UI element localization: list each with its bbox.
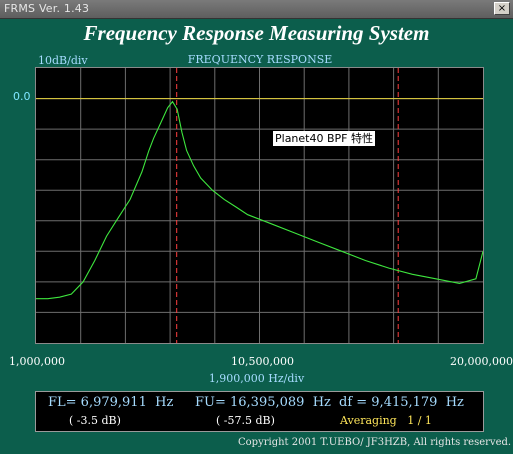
- fu-readout: FU= 16,395,089 Hz: [195, 395, 331, 410]
- response-trace: [36, 100, 483, 300]
- x-end-label: 20,000,000: [450, 355, 513, 368]
- fu-db-readout: ( -57.5 dB): [216, 414, 275, 427]
- close-button[interactable]: ×: [494, 2, 510, 15]
- plot-title: FREQUENCY RESPONSE: [187, 53, 333, 66]
- readout-panel: FL= 6,979,911 Hz FU= 16,395,089 Hz df = …: [35, 391, 484, 432]
- app-heading: Frequency Response Measuring System: [83, 21, 430, 45]
- title-bar[interactable]: FRMS Ver. 1.43 ×: [0, 0, 513, 19]
- frequency-response-plot: [36, 68, 483, 343]
- fl-readout: FL= 6,979,911 Hz: [48, 395, 174, 410]
- averaging-readout: Averaging 1 / 1: [340, 414, 432, 427]
- copyright-notice: Copyright 2001 T.UEBO/ JF3HZB, All right…: [238, 437, 512, 448]
- x-center-label: 10,500,000: [231, 355, 294, 368]
- fl-db-readout: ( -3.5 dB): [69, 414, 121, 427]
- x-div-label: 1,900,000 Hz/div: [208, 372, 305, 385]
- plot-area[interactable]: [35, 67, 484, 344]
- window-title: FRMS Ver. 1.43: [4, 2, 90, 15]
- x-start-label: 1,000,000: [9, 355, 65, 368]
- trace-annotation: Planet40 BPF 特性: [273, 131, 375, 146]
- reference-level-label: 0.0: [13, 90, 31, 103]
- y-scale-label: 10dB/div: [38, 54, 88, 67]
- df-readout: df = 9,415,179 Hz: [339, 395, 464, 410]
